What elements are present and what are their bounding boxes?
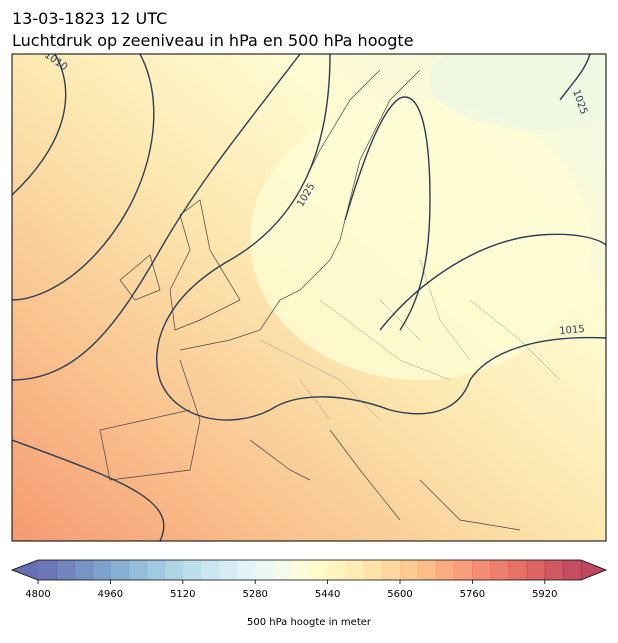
colorbar-outline [10,559,608,581]
colorbar-tick-label: 5760 [460,589,485,600]
colorbar-tick-label: 5920 [532,589,557,600]
colorbar-segment [345,560,365,580]
colorbar-segment [74,560,93,580]
map-frame [11,53,607,542]
colorbar-segment [490,560,510,580]
colorbar-segment [454,560,473,580]
isobar [12,54,67,196]
colorbar-segment [164,560,184,580]
isobar [12,439,165,541]
map: 1010 1025 1025 1015 [12,54,606,541]
colorbar-segment [38,560,57,580]
colorbar-segment [544,560,564,580]
isobar [12,54,301,381]
colorbar-segment [508,560,528,580]
colorbar-segment [472,560,491,580]
colorbar-segment [56,560,75,580]
colorbar-segment [219,560,238,580]
isobar [269,336,606,415]
colorbar-tick-label: 5280 [242,589,267,600]
colorbar-segment [562,560,582,580]
colorbar-segment [381,560,401,580]
colorbar-tick-label: 5600 [387,589,412,600]
coastline [99,69,521,531]
colorbar-segment [309,560,329,580]
colorbar-tick-label: 5120 [170,589,195,600]
colorbar-tick-label: 5440 [315,589,340,600]
colorbar-segment [128,560,148,580]
colorbar-segment [237,560,256,580]
colorbar-extend-high [581,560,606,580]
high-area [430,54,606,130]
colorbar-extend-low [12,560,38,580]
isobar [344,96,431,331]
title: 13-03-1823 12 UTC [12,9,167,28]
colorbar-tick-label: 4960 [98,589,123,600]
colorbar: 4800 4960 5120 5280 5440 5600 5760 5920 [10,559,608,600]
isobar [12,54,155,301]
isobar [379,233,606,331]
isobar [156,54,331,421]
colorbar-segment [92,560,111,580]
colorbar-segment [255,560,274,580]
colorbar-segment [526,560,546,580]
colorbar-segment [363,560,383,580]
isobar [559,54,591,101]
colorbar-segment [146,560,166,580]
colorbar-segment [273,560,292,580]
subtitle: Luchtdruk op zeeniveau in hPa en 500 hPa… [12,31,414,50]
colorbar-segment [436,560,455,580]
colorbar-segment [291,560,310,580]
colorbar-segment [182,560,202,580]
country-borders [259,259,561,421]
colorbar-segment [400,560,419,580]
colorbar-segment [327,560,347,580]
colorbar-segment [418,560,437,580]
colorbar-segment [200,560,220,580]
colorbar-label: 500 hPa hoogte in meter [247,617,372,628]
ridge [250,100,590,380]
colorbar-segment [110,560,129,580]
contour-label: 1015 [559,324,585,337]
colorbar-tick-label: 4800 [25,589,50,600]
